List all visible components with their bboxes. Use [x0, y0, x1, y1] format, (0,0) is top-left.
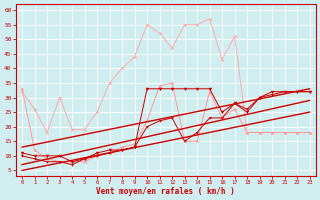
X-axis label: Vent moyen/en rafales ( km/h ): Vent moyen/en rafales ( km/h )	[96, 187, 235, 196]
